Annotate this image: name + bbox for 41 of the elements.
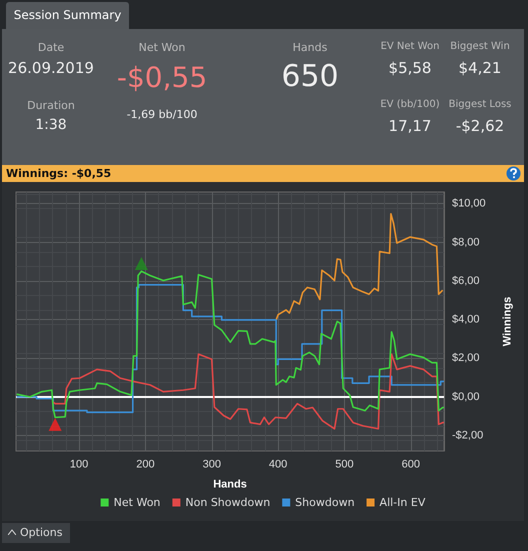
y-tick-label: $4,00	[452, 314, 480, 326]
x-tick-label: 400	[268, 458, 288, 470]
text: EV (bb/100)	[380, 99, 440, 110]
text: Date	[38, 41, 64, 54]
text: Biggest Loss	[448, 99, 512, 110]
y-axis-title: Winnings	[502, 296, 514, 346]
y-tick-label: -$2,00	[452, 430, 484, 442]
x-tick-label: 600	[402, 458, 420, 470]
line-series	[275, 213, 444, 321]
text: 650	[281, 59, 339, 94]
text: Duration	[27, 99, 75, 112]
text: EV Net Won	[380, 41, 440, 52]
text: 1:38	[35, 117, 67, 133]
text: Session Summary	[6, 2, 129, 29]
text: Hands	[292, 41, 328, 54]
legend-label: Net Won	[114, 496, 160, 509]
legend-label: Non Showdown	[185, 496, 270, 509]
y-tick-label: $6,00	[452, 274, 480, 287]
y-tick-label: $10,00	[452, 198, 486, 210]
line-series	[52, 353, 445, 430]
chart-title: Winnings: -$0,55	[5, 167, 112, 180]
x-tick-label: 100	[70, 458, 88, 470]
text: Options	[20, 526, 62, 539]
x-tick-label: 300	[202, 458, 221, 470]
text: $5,58	[388, 59, 432, 77]
text: 17,17	[388, 117, 432, 135]
legend-label: All-In EV	[380, 496, 426, 509]
text: Net Won	[138, 41, 186, 54]
y-tick-label: $2,00	[452, 352, 480, 364]
x-tick-label: 500	[335, 458, 354, 470]
text: -$0,55	[116, 61, 208, 94]
text: -1,69 bb/100	[126, 108, 198, 121]
text: -$2,62	[456, 117, 504, 135]
y-tick-label: $0,00	[452, 390, 480, 403]
text: 26.09.2019	[8, 59, 94, 77]
text: Biggest Win	[450, 41, 510, 52]
x-tick-label: 200	[136, 458, 155, 470]
y-tick-label: $8,00	[452, 236, 480, 248]
x-axis-title: Hands	[213, 478, 247, 490]
text: $4,21	[458, 59, 502, 77]
legend-label: Showdown	[295, 496, 355, 509]
